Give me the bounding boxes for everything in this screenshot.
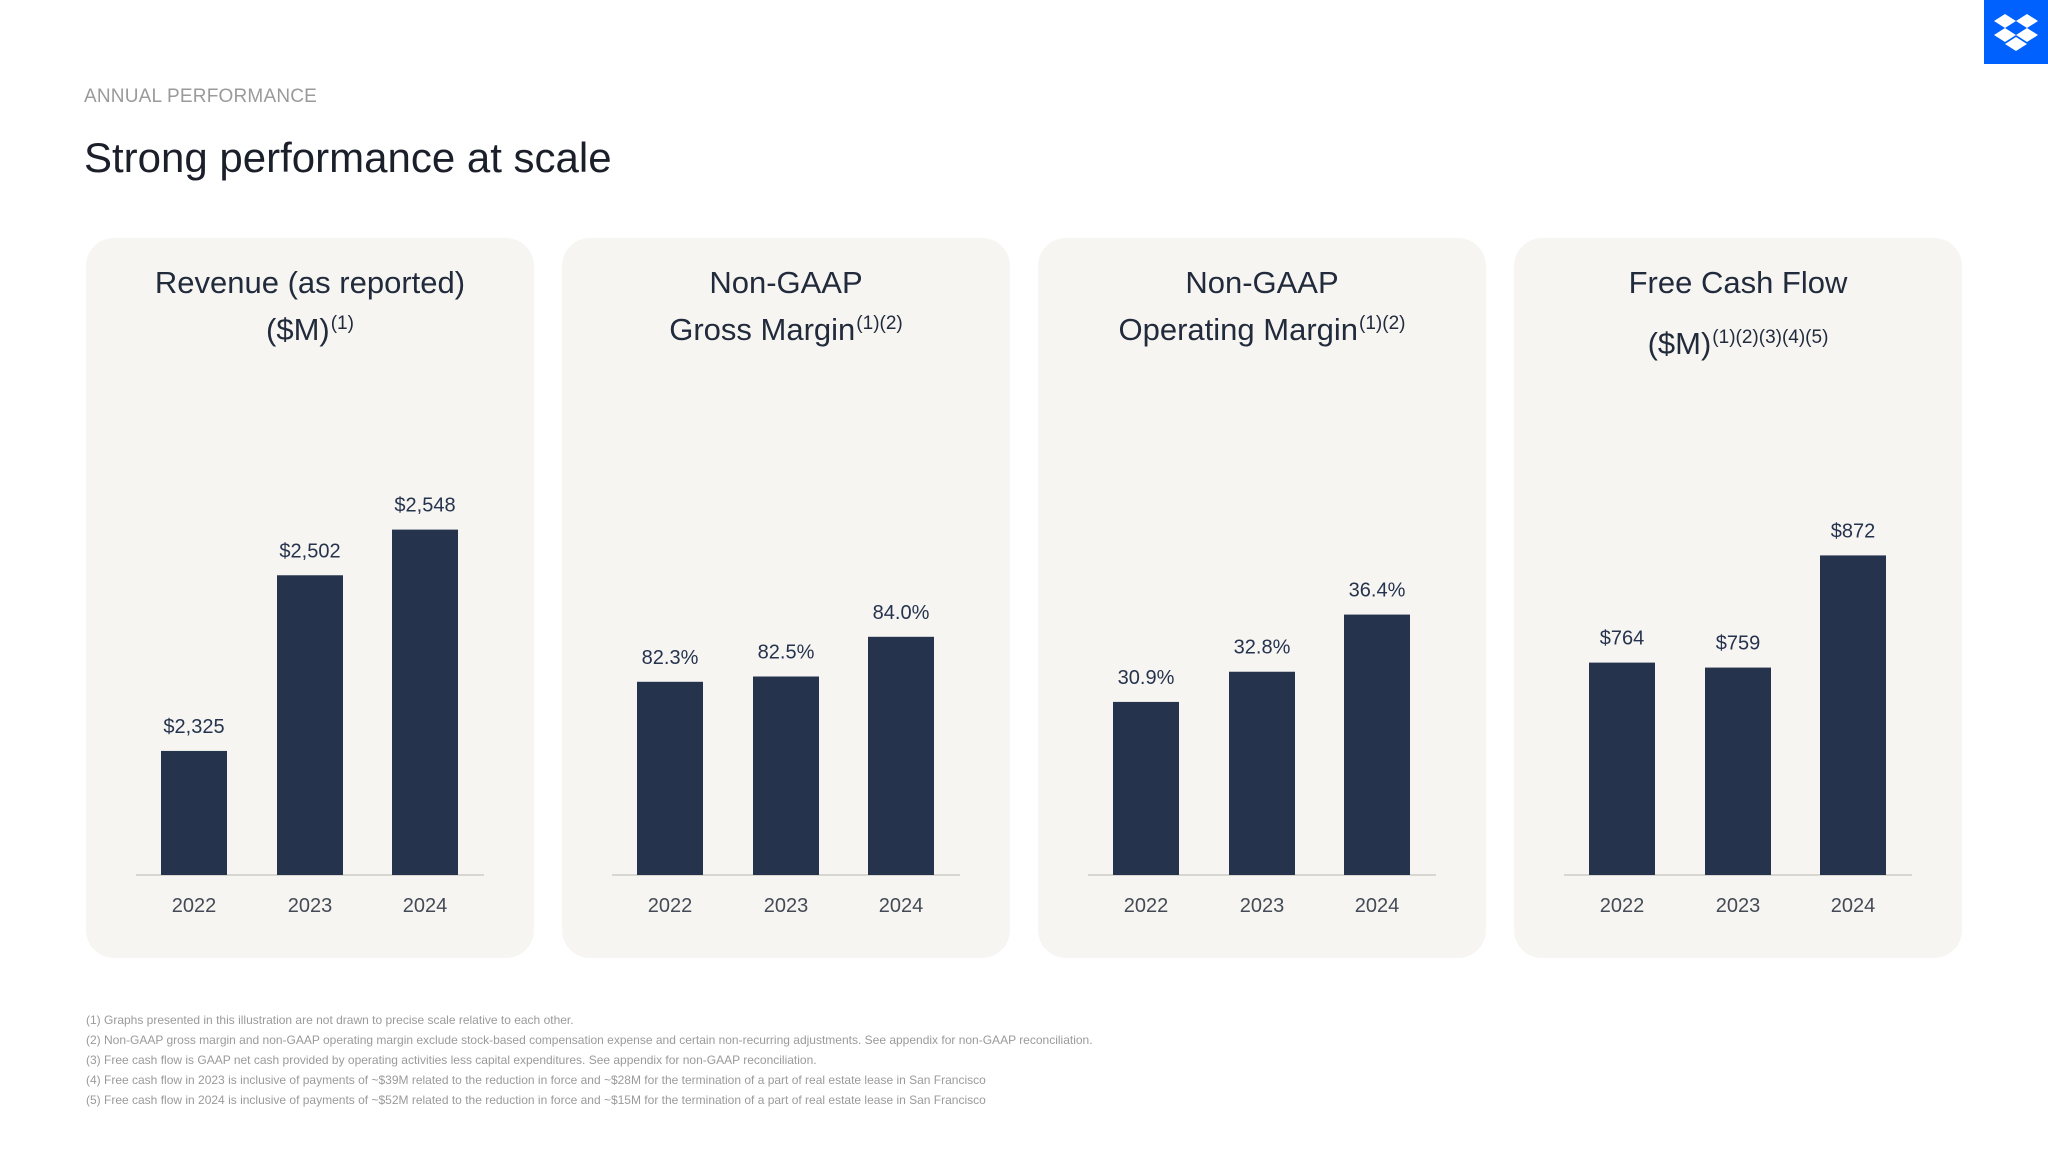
card-title-line2: ($M)(1)(2)(3)(4)(5): [1514, 317, 1962, 364]
chart-bar-2022: [161, 750, 227, 875]
chart-bar-2022: [637, 681, 703, 875]
category-label-2022: 2022: [648, 895, 693, 917]
category-label-2022: 2022: [1600, 895, 1645, 917]
gross-margin-card: Non-GAAP Gross Margin(1)(2) 82.3% 2022 82.…: [562, 238, 1010, 958]
card-title-line2-text: ($M): [266, 312, 330, 347]
footnote: (1) Graphs presented in this illustratio…: [86, 1013, 574, 1027]
data-label-2023: $759: [1716, 633, 1761, 655]
category-label-2023: 2023: [1240, 895, 1285, 917]
card-title: Revenue (as reported) ($M)(1): [86, 262, 534, 350]
footnote: (4) Free cash flow in 2023 is inclusive …: [86, 1073, 986, 1087]
category-label-2024: 2024: [403, 895, 448, 917]
chart-bar-2024: [392, 529, 458, 875]
card-title-line2: Operating Margin(1)(2): [1038, 303, 1486, 350]
data-label-2024: $872: [1831, 520, 1876, 542]
card-title-line2-text: Gross Margin: [669, 312, 856, 347]
dropbox-logo: [1984, 0, 2048, 64]
footnote-ref: (1)(2): [1359, 313, 1406, 334]
card-title-line1: Non-GAAP: [709, 265, 863, 300]
data-label-2022: $2,325: [163, 716, 224, 738]
data-label-2022: 82.3%: [642, 647, 699, 669]
chart-bar-2024: [868, 636, 934, 875]
card-title-line2: Gross Margin(1)(2): [562, 303, 1010, 350]
footnote-ref: (1): [330, 313, 354, 334]
data-label-2022: 30.9%: [1118, 667, 1175, 689]
data-label-2023: 82.5%: [758, 642, 815, 664]
footnote-ref: (1)(2)(3)(4)(5): [1712, 327, 1829, 348]
chart-bar-2022: [1589, 662, 1655, 875]
category-label-2024: 2024: [879, 895, 924, 917]
chart-bar-2023: [753, 676, 819, 875]
data-label-2024: 84.0%: [873, 602, 930, 624]
chart-bar-2024: [1820, 555, 1886, 875]
data-label-2024: $2,548: [394, 495, 455, 517]
page-title: Strong performance at scale: [84, 134, 612, 181]
data-label-2023: 32.8%: [1234, 637, 1291, 659]
card-title: Non-GAAP Operating Margin(1)(2): [1038, 262, 1486, 350]
category-label-2023: 2023: [288, 895, 333, 917]
category-label-2023: 2023: [764, 895, 809, 917]
data-label-2023: $2,502: [279, 540, 340, 562]
card-title-line1: Free Cash Flow: [1628, 265, 1848, 300]
category-label-2023: 2023: [1716, 895, 1761, 917]
free-cash-flow-card: Free Cash Flow ($M)(1)(2)(3)(4)(5) $764 2…: [1514, 238, 1962, 958]
dropbox-box-icon: [1994, 14, 2038, 51]
data-label-2022: $764: [1600, 628, 1645, 650]
section-kicker: ANNUAL PERFORMANCE: [84, 86, 318, 107]
footnote-ref: (1)(2): [856, 313, 903, 334]
footnotes: (1) Graphs presented in this illustratio…: [86, 1010, 1093, 1110]
category-label-2024: 2024: [1831, 895, 1876, 917]
card-title-line2-text: ($M): [1647, 326, 1712, 361]
chart-bar-2024: [1344, 614, 1410, 875]
footnote: (3) Free cash flow is GAAP net cash prov…: [86, 1053, 817, 1067]
operating-margin-chart: 30.9% 2022 32.8% 2023 36.4% 2024: [1088, 580, 1436, 917]
footnote: (5) Free cash flow in 2024 is inclusive …: [86, 1093, 986, 1107]
card-title-line1: Revenue (as reported): [154, 265, 466, 300]
data-label-2024: 36.4%: [1349, 580, 1406, 602]
chart-bar-2023: [1229, 671, 1295, 875]
revenue-chart: $2,325 2022 $2,502 2023 $2,548 2024: [136, 495, 484, 917]
footnote: (2) Non-GAAP gross margin and non-GAAP o…: [86, 1033, 1093, 1047]
revenue-card: Revenue (as reported) ($M)(1) $2,325 2022…: [86, 238, 534, 958]
card-title: Free Cash Flow ($M)(1)(2)(3)(4)(5): [1514, 262, 1962, 364]
card-title-line2: ($M)(1): [86, 303, 534, 350]
category-label-2022: 2022: [172, 895, 217, 917]
free-cash-flow-chart: $764 2022 $759 2023 $872 2024: [1564, 520, 1912, 917]
card-title-line2-text: Operating Margin: [1118, 312, 1359, 347]
card-title-line1: Non-GAAP: [1185, 265, 1339, 300]
gross-margin-chart: 82.3% 2022 82.5% 2023 84.0% 2024: [612, 602, 960, 917]
card-title: Non-GAAP Gross Margin(1)(2): [562, 262, 1010, 350]
category-label-2022: 2022: [1124, 895, 1169, 917]
chart-bar-2022: [1113, 701, 1179, 875]
category-label-2024: 2024: [1355, 895, 1400, 917]
chart-bar-2023: [277, 575, 343, 875]
operating-margin-card: Non-GAAP Operating Margin(1)(2) 30.9% 202…: [1038, 238, 1486, 958]
chart-bar-2023: [1705, 667, 1771, 875]
